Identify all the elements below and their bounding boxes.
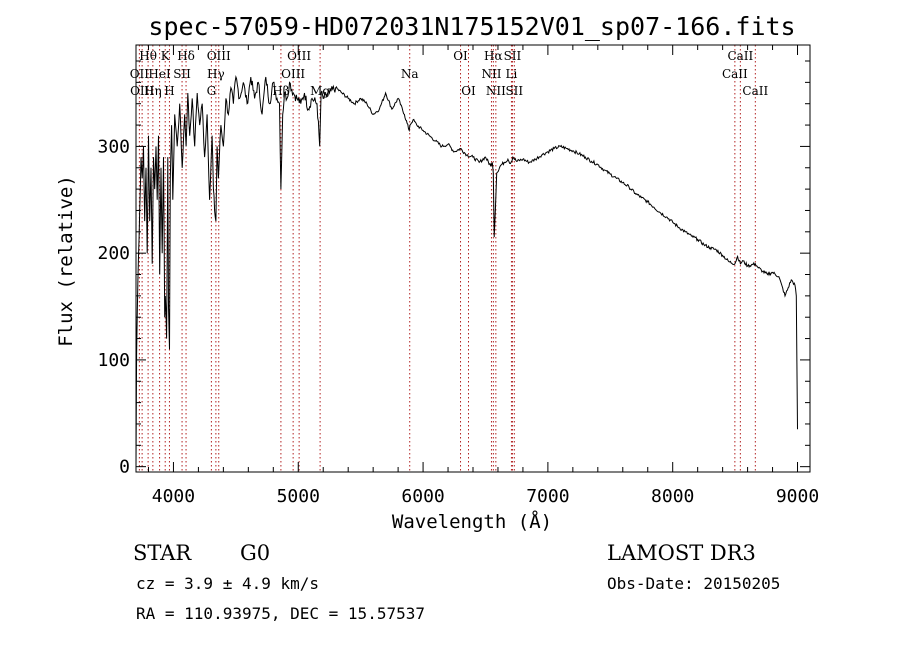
line-label-li: Li <box>506 67 518 81</box>
line-label-nii: NII <box>486 84 506 98</box>
x-axis-label: Wavelength (Å) <box>392 510 552 533</box>
line-label-hθ: Hθ <box>139 49 157 63</box>
y-tick-label: 100 <box>97 350 130 371</box>
survey-name: LAMOST DR3 <box>607 541 756 565</box>
line-label-k: K <box>161 49 171 63</box>
x-axis-ticks: 4000 5000 6000 7000 8000 9000 <box>147 45 819 507</box>
y-axis-ticks: 0 100 200 300 <box>97 60 810 478</box>
x-tick-label: 8000 <box>651 486 694 507</box>
y-tick-label: 200 <box>97 243 130 264</box>
line-label-caii: CaII <box>722 67 748 81</box>
line-label-hei: HeI <box>148 67 171 81</box>
line-label-caii: CaII <box>742 84 768 98</box>
line-label-sii: SII <box>505 84 523 98</box>
line-label-hα: Hα <box>484 49 503 63</box>
line-label-g: G <box>207 84 217 98</box>
line-label-oi: OI <box>453 49 468 63</box>
x-tick-label: 9000 <box>776 486 819 507</box>
line-label-oii: OII <box>130 67 150 81</box>
line-label-oiii: OIII <box>281 67 305 81</box>
line-label-hγ: Hγ <box>207 67 225 81</box>
line-label-sii: SII <box>504 49 522 63</box>
x-tick-label: 7000 <box>526 486 569 507</box>
line-label-nii: NII <box>481 67 501 81</box>
line-label-na: Na <box>401 67 419 81</box>
plot-frame <box>135 44 811 473</box>
line-label-h: H <box>164 84 174 98</box>
spectral-subclass: G0 <box>240 541 270 565</box>
spectrum-line <box>135 75 798 467</box>
line-label-sii: SII <box>173 67 191 81</box>
chart-title: spec-57059-HD072031N175152V01_sp07-166.f… <box>148 12 795 41</box>
x-tick-label: 6000 <box>401 486 444 507</box>
y-axis-label: Flux (relative) <box>55 175 77 347</box>
line-label-hη: Hη <box>144 84 162 98</box>
line-label-caii: CaII <box>727 49 753 63</box>
line-label-oiii: OIII <box>287 49 311 63</box>
redshift-cz: cz = 3.9 ± 4.9 km/s <box>136 574 319 593</box>
x-tick-label: 5000 <box>277 486 320 507</box>
y-tick-label: 300 <box>97 136 130 157</box>
coordinates: RA = 110.93975, DEC = 15.57537 <box>136 604 425 623</box>
line-label-mg: Mg <box>310 84 330 98</box>
y-tick-label: 0 <box>119 457 130 478</box>
line-label-oiii: OIII <box>207 49 231 63</box>
observation-date: Obs-Date: 20150205 <box>607 574 780 593</box>
object-type: STAR <box>133 541 192 565</box>
line-label-oi: OI <box>461 84 476 98</box>
line-label-hδ: Hδ <box>177 49 195 63</box>
x-tick-label: 4000 <box>152 486 195 507</box>
emission-line-markers <box>138 45 756 472</box>
